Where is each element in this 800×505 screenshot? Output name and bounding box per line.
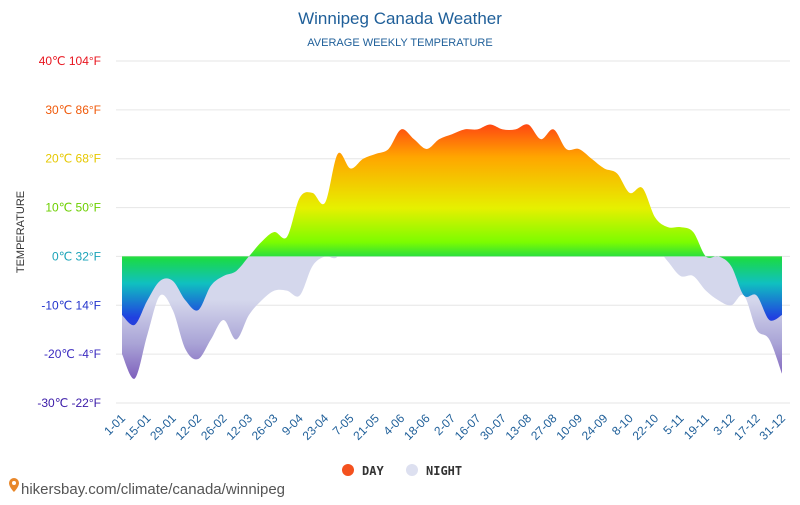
legend-marker <box>406 464 418 476</box>
y-tick-label: -20℃ -4°F <box>44 347 101 361</box>
x-tick-label: 17-12 <box>731 411 763 443</box>
x-tick-label: 24-09 <box>579 411 611 443</box>
y-tick-label: 20℃ 68°F <box>45 152 101 166</box>
x-tick-label: 29-01 <box>147 411 179 443</box>
y-tick-label: 30℃ 86°F <box>45 103 101 117</box>
y-tick-label: -30℃ -22°F <box>37 396 101 410</box>
pin-dot <box>12 481 16 485</box>
x-tick-label: 26-03 <box>249 411 281 443</box>
chart-subtitle: AVERAGE WEEKLY TEMPERATURE <box>307 37 492 49</box>
x-tick-label: 31-12 <box>757 411 789 443</box>
x-tick-label: 13-08 <box>503 411 535 443</box>
x-tick-label: 21-05 <box>350 411 382 443</box>
x-tick-label: 19-11 <box>681 411 712 442</box>
y-tick-label: 40℃ 104°F <box>39 54 101 68</box>
legend-marker <box>342 464 354 476</box>
x-tick-label: 15-01 <box>122 411 154 443</box>
x-tick-label: 22-10 <box>630 411 662 443</box>
chart-title: Winnipeg Canada Weather <box>298 9 502 28</box>
x-tick-label: 12-02 <box>173 411 205 443</box>
x-tick-label: 18-06 <box>401 411 433 443</box>
legend: DAY NIGHT <box>342 464 462 478</box>
y-tick-label: -10℃ 14°F <box>41 298 101 312</box>
x-tick-label: 23-04 <box>300 411 332 443</box>
y-tick-label: 10℃ 50°F <box>45 201 101 215</box>
legend-label: DAY <box>362 464 384 478</box>
x-tick-label: 16-07 <box>452 411 484 443</box>
y-axis-label: TEMPERATURE <box>15 191 27 273</box>
x-tick-label: 12-03 <box>223 411 255 443</box>
x-tick-label: 30-07 <box>477 411 509 443</box>
y-tick-label: 0℃ 32°F <box>52 249 101 263</box>
x-tick-label: 10-09 <box>553 411 585 443</box>
legend-label: NIGHT <box>426 464 462 478</box>
area-1 <box>122 124 782 326</box>
x-tick-label: 26-02 <box>198 411 230 443</box>
x-tick-label: 27-08 <box>528 411 560 443</box>
footer: hikersbay.com/climate/canada/winnipeg <box>21 481 285 498</box>
